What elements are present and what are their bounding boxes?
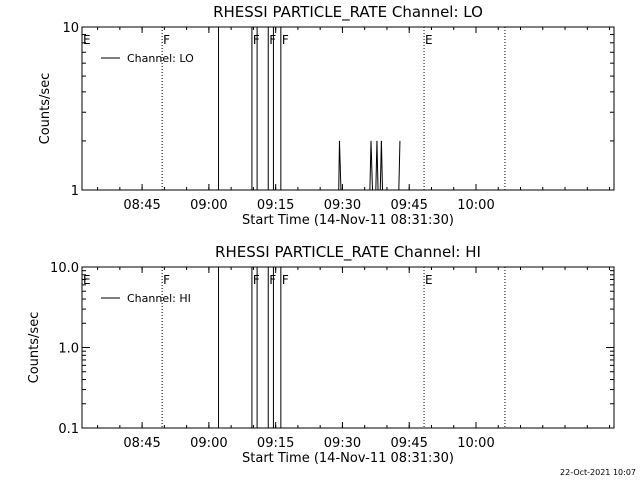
- p0-y-axis-label: Counts/sec: [38, 73, 53, 145]
- p1-x-tick-label-1: 09:00: [190, 436, 227, 451]
- p0-x-tick-label-2: 09:15: [257, 198, 294, 213]
- p1-flag-label-5: F: [269, 273, 276, 287]
- p1-chart-title: RHESSI PARTICLE_RATE Channel: HI: [215, 243, 481, 262]
- p1-flag-label-7: F: [282, 273, 289, 287]
- p1-y-tick-label-2: 10.0: [50, 261, 79, 276]
- p0-flag-label-5: F: [269, 33, 276, 47]
- p1-x-tick-label-4: 09:45: [390, 436, 427, 451]
- p0-flag-label-1: F: [163, 33, 170, 47]
- p1-x-tick-label-0: 08:45: [123, 436, 160, 451]
- panel-lo: RHESSI PARTICLE_RATE Channel: LOE F F F F E08…: [38, 3, 615, 228]
- p0-x-axis-label: Start Time (14-Nov-11 08:31:30): [242, 213, 454, 228]
- p0-series-0-segment-4: [370, 140, 373, 191]
- p0-legend-label: Channel: LO: [127, 52, 194, 65]
- p1-x-tick-label-5: 10:00: [457, 436, 494, 451]
- p0-y-tick-label-1: 10: [62, 21, 79, 36]
- timestamp-stamp: 22-Oct-2021 10:07: [560, 468, 636, 477]
- p0-flag-label-3: F: [253, 33, 260, 47]
- p1-y-axis-label: Counts/sec: [27, 312, 42, 384]
- p0-series-0-segment-7: [376, 140, 379, 191]
- p1-flag-label-3: F: [253, 273, 260, 287]
- p0-x-tick-label-5: 10:00: [457, 198, 494, 213]
- p0-flag-label-8: E: [425, 33, 433, 47]
- p1-flag-label-0: E: [83, 273, 91, 287]
- p1-x-axis-label: Start Time (14-Nov-11 08:31:30): [242, 451, 454, 466]
- p0-x-tick-label-4: 09:45: [390, 198, 427, 213]
- p0-x-tick-label-3: 09:30: [324, 198, 361, 213]
- p0-x-tick-label-0: 08:45: [123, 198, 160, 213]
- p1-x-tick-label-2: 09:15: [257, 436, 294, 451]
- p0-flag-label-7: F: [282, 33, 289, 47]
- p1-y-tick-label-1: 1.0: [58, 342, 79, 357]
- p0-series-0-segment-12: [398, 140, 401, 191]
- p0-series-0-segment-10: [380, 140, 384, 191]
- p0-chart-title: RHESSI PARTICLE_RATE Channel: LO: [213, 3, 483, 22]
- p0-y-tick-label-0: 1: [71, 184, 79, 199]
- p0-series-0-segment-1: [338, 140, 342, 191]
- panel-hi: RHESSI PARTICLE_RATE Channel: HIE F F F F E08…: [27, 243, 615, 466]
- p0-flag-label-0: E: [83, 33, 91, 47]
- p1-flag-label-1: F: [163, 273, 170, 287]
- p1-legend-label: Channel: HI: [127, 292, 191, 305]
- p1-y-tick-label-0: 0.1: [58, 422, 79, 437]
- p1-x-tick-label-3: 09:30: [324, 436, 361, 451]
- p1-flag-label-8: E: [425, 273, 433, 287]
- p0-x-tick-label-1: 09:00: [190, 198, 227, 213]
